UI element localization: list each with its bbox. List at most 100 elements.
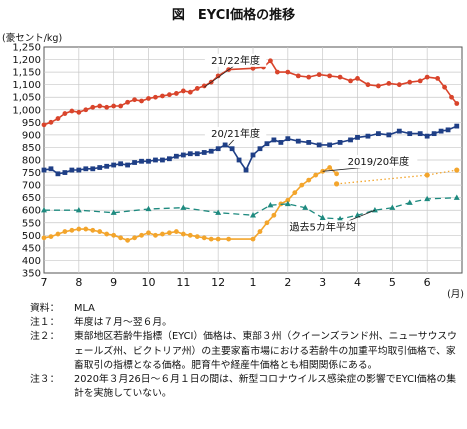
data-point: [194, 151, 200, 157]
note-key: 注１：: [30, 317, 60, 329]
data-point: [327, 165, 333, 170]
eyci-line-chart: 3504004505005506006507007508008509009501…: [12, 43, 464, 301]
data-point: [160, 157, 165, 163]
series-annotation: 過去5カ年平均: [289, 220, 355, 233]
y-tick-label: 800: [22, 156, 41, 167]
data-point: [187, 151, 193, 157]
data-point: [83, 226, 89, 232]
data-point: [146, 230, 151, 236]
data-point: [83, 166, 89, 172]
data-point: [271, 137, 277, 143]
data-point: [139, 232, 144, 238]
note-3: 注３： 2020年３月26日～６月１日の間は、新型コロナウイルス感染症の影響でE…: [30, 373, 460, 401]
y-tick-label: 500: [22, 231, 41, 242]
data-point: [180, 204, 187, 210]
data-point: [69, 227, 75, 233]
chart-notes: 資料： MLA 注１： 年度は７月～翌６月。 注２： 東部地区若齢牛指標（EYC…: [30, 302, 460, 401]
data-point: [41, 207, 47, 213]
data-point: [208, 236, 214, 242]
data-point: [348, 137, 353, 143]
data-point: [292, 190, 298, 196]
data-point: [139, 158, 144, 164]
data-point: [76, 167, 82, 173]
data-point: [146, 96, 151, 101]
data-point: [194, 234, 200, 239]
annotation-leader: [204, 64, 236, 88]
data-point: [173, 229, 179, 234]
data-point: [257, 229, 263, 234]
data-point: [354, 212, 361, 218]
data-point: [271, 212, 277, 218]
data-point: [110, 209, 117, 215]
data-point: [160, 231, 165, 237]
data-point: [215, 146, 221, 152]
data-point: [424, 74, 430, 80]
data-point: [201, 235, 207, 241]
data-point: [41, 167, 47, 173]
y-tick-label: 950: [22, 118, 41, 129]
data-point: [55, 116, 61, 121]
data-point: [226, 236, 232, 242]
data-point: [320, 168, 326, 174]
y-tick-label: 1,250: [12, 43, 41, 54]
data-point: [104, 104, 110, 110]
data-point: [250, 152, 256, 158]
series-0: [41, 58, 460, 128]
y-tick-label: 400: [22, 256, 41, 267]
data-point: [376, 131, 381, 137]
data-point: [299, 182, 305, 188]
x-tick-label: 12: [211, 276, 225, 289]
data-point: [268, 58, 273, 64]
series-annotation: 21/22年度: [211, 54, 260, 67]
data-point: [445, 127, 451, 133]
data-point: [264, 141, 270, 147]
data-point: [236, 157, 242, 163]
y-axis-unit-label: (豪セント/kg): [2, 33, 63, 44]
data-point: [327, 142, 333, 148]
data-point: [167, 92, 172, 98]
data-point: [187, 89, 193, 95]
y-tick-label: 750: [22, 168, 41, 179]
data-point: [285, 69, 291, 75]
y-tick-label: 600: [22, 206, 41, 217]
data-point: [180, 88, 186, 94]
y-tick-label: 350: [22, 269, 41, 280]
data-point: [250, 212, 256, 218]
data-point: [285, 136, 291, 142]
series-annotation: 20/21年度: [211, 127, 260, 140]
data-point: [111, 162, 117, 168]
y-tick-label: 900: [22, 130, 41, 141]
x-tick-label: 1: [250, 276, 257, 289]
data-point: [327, 73, 333, 79]
data-point: [104, 231, 110, 237]
data-point: [62, 170, 68, 175]
note-text: 東部地区若齢牛指標（EYCI）価格は、東部３州（クイーンズランド州、ニューサウス…: [74, 331, 457, 371]
data-point: [55, 171, 61, 177]
x-tick-label: 7: [41, 276, 48, 289]
annotation-bg: [291, 220, 354, 234]
data-point: [132, 235, 137, 241]
data-point: [215, 209, 222, 215]
data-point: [250, 65, 256, 71]
data-point: [111, 103, 117, 109]
data-point: [396, 82, 402, 88]
data-point: [215, 236, 221, 242]
note-2: 注２： 東部地区若齢牛指標（EYCI）価格は、東部３州（クイーンズランド州、ニュ…: [30, 330, 460, 373]
annotation-bg: [204, 126, 267, 140]
data-point: [278, 140, 284, 145]
data-point: [334, 171, 339, 177]
data-point: [90, 104, 96, 110]
data-point: [243, 167, 249, 173]
annotation-bg: [339, 155, 418, 169]
y-tick-label: 1,200: [12, 55, 41, 66]
data-point: [153, 157, 158, 163]
series-4: [41, 194, 460, 222]
data-point: [62, 111, 68, 116]
data-point: [302, 204, 309, 210]
note-text: 年度は７月～翌６月。: [74, 317, 172, 329]
data-point: [454, 123, 460, 129]
x-tick-label: 11: [176, 276, 190, 289]
data-point: [132, 97, 137, 103]
data-point: [306, 140, 312, 145]
data-point: [435, 75, 441, 81]
